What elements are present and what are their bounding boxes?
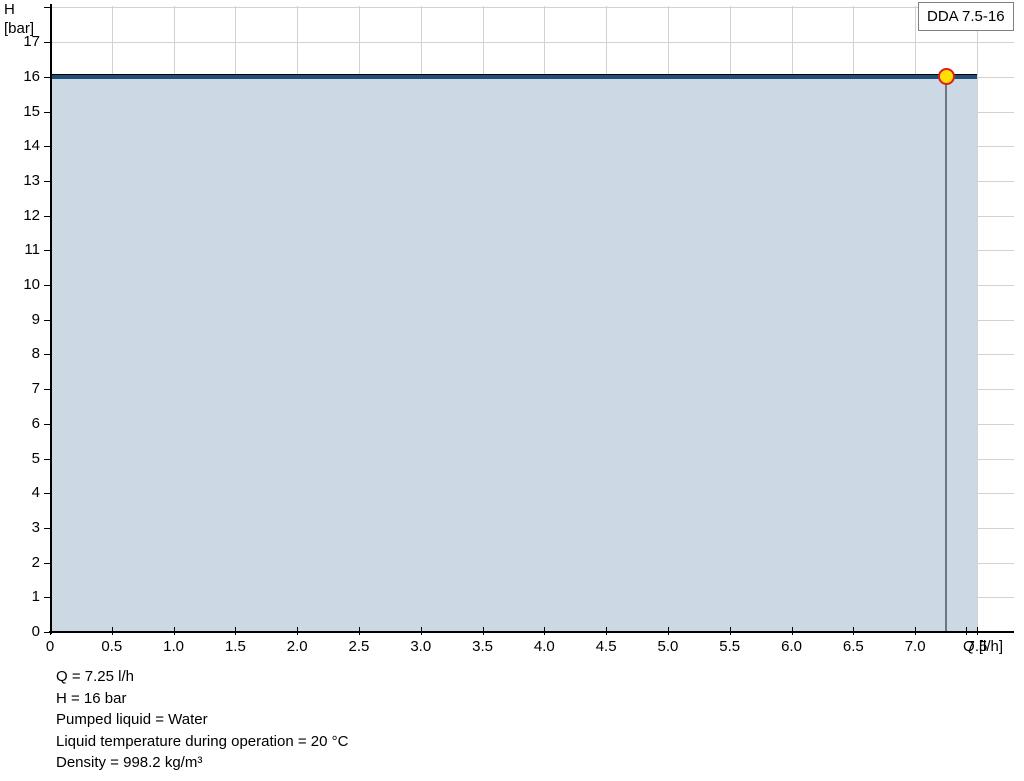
x-tick-label: 4.0 — [533, 638, 555, 655]
caption-line-3: Pumped liquid = Water — [56, 711, 208, 728]
y-tick-label: 5 — [31, 449, 40, 467]
y-tick — [44, 285, 52, 287]
caption-line-1: Q = 7.25 l/h — [56, 668, 134, 685]
duty-point-marker[interactable] — [937, 68, 955, 86]
legend-pump-model[interactable]: DDA 7.5-16 — [918, 2, 1014, 31]
x-tick-label: 7.5 — [966, 638, 988, 655]
gridline-h — [50, 7, 1014, 9]
x-tick — [544, 627, 546, 635]
x-tick — [667, 627, 669, 635]
performance-fill-region — [50, 76, 977, 632]
caption-line-5: Density = 998.2 kg/m³ — [56, 754, 203, 771]
y-tick — [44, 493, 52, 495]
y-tick-label: 2 — [31, 553, 40, 571]
x-tick — [111, 627, 113, 635]
y-tick-label: 14 — [23, 137, 40, 155]
y-tick-label: 12 — [23, 206, 40, 224]
caption-line-2: H = 16 bar — [56, 689, 127, 707]
x-tick — [482, 627, 484, 635]
x-tick — [606, 627, 608, 635]
performance-curve — [50, 74, 977, 79]
y-tick — [44, 76, 52, 78]
operating-conditions-caption: Q = 7.25 l/h H = 16 bar Pumped liquid = Wa… — [56, 666, 348, 774]
x-tick-label: 0 — [45, 638, 55, 655]
x-tick — [420, 627, 422, 635]
x-axis-line — [49, 631, 1014, 633]
y-tick-label: 4 — [31, 484, 40, 502]
x-tick-label: 7.0 — [904, 638, 926, 655]
x-tick-label: 5.0 — [657, 638, 679, 655]
caption-line-4: Liquid temperature during operation = 20… — [56, 732, 349, 750]
y-tick-label: 8 — [31, 345, 40, 363]
x-tick-label: 2.5 — [348, 638, 370, 655]
y-axis-title-unit: [bar] — [4, 20, 35, 37]
x-tick — [976, 627, 978, 635]
performance-curve-outline — [50, 73, 977, 75]
y-tick — [44, 111, 52, 113]
y-axis-title-symbol: H — [4, 1, 15, 18]
x-tick-label: 3.0 — [410, 638, 432, 655]
x-tick-label: 1.0 — [163, 638, 184, 655]
y-tick-label: 17 — [23, 33, 40, 51]
x-tick-label: 3.5 — [472, 638, 493, 655]
y-tick-label: 10 — [23, 276, 40, 294]
y-tick — [44, 527, 52, 529]
y-tick — [44, 458, 52, 460]
x-tick — [50, 627, 51, 635]
x-tick — [297, 627, 299, 635]
legend-label: DDA 7.5-16 — [927, 8, 1005, 25]
y-tick-label: 0 — [31, 623, 40, 640]
y-tick-label: 13 — [23, 171, 40, 189]
x-tick — [235, 627, 237, 635]
x-tick — [729, 627, 731, 635]
x-tick-label: 2.0 — [286, 638, 308, 655]
duty-point-dropline — [945, 76, 948, 632]
x-axis-title: Q [l/h] — [963, 638, 1004, 655]
y-tick-label: 15 — [23, 102, 40, 120]
y-tick — [44, 319, 52, 321]
x-tick-label: 5.5 — [719, 638, 741, 655]
y-tick-label: 6 — [31, 414, 40, 432]
y-tick — [44, 389, 52, 391]
x-axis-title-tick — [966, 627, 967, 635]
y-tick — [44, 250, 52, 252]
gridline-v — [976, 6, 978, 632]
y-axis-title: H [bar] — [4, 0, 48, 38]
y-tick — [44, 7, 52, 9]
x-tick-label: 0.5 — [101, 638, 123, 655]
y-tick — [44, 42, 52, 44]
y-tick — [44, 354, 52, 356]
y-tick — [44, 146, 52, 148]
y-tick — [44, 632, 52, 633]
y-tick — [44, 215, 52, 217]
x-tick-label: 4.5 — [595, 638, 617, 655]
x-tick — [173, 627, 175, 635]
y-tick-label: 16 — [23, 67, 40, 85]
y-axis-line — [50, 4, 52, 634]
y-tick-label: 3 — [31, 518, 40, 536]
y-tick-label: 1 — [31, 588, 40, 606]
y-tick — [44, 180, 52, 182]
y-tick — [44, 597, 52, 599]
y-tick-label: 11 — [24, 241, 40, 259]
y-tick — [44, 562, 52, 564]
x-tick — [853, 627, 855, 635]
x-tick — [358, 627, 360, 635]
y-tick-label: 7 — [31, 380, 40, 398]
x-tick-label: 1.5 — [224, 638, 246, 655]
y-tick-label: 9 — [31, 310, 40, 328]
x-tick-label: 6.5 — [842, 638, 864, 655]
x-tick-label: 6.0 — [781, 638, 802, 655]
gridline-h — [50, 42, 1014, 44]
y-tick — [44, 423, 52, 425]
x-tick — [791, 627, 793, 635]
x-tick — [915, 627, 917, 635]
plot-area — [50, 6, 1014, 633]
